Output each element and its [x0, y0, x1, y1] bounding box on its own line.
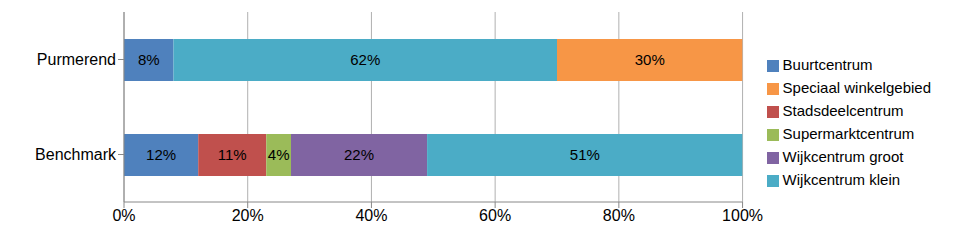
- svg-text:4%: 4%: [268, 146, 290, 163]
- svg-text:51%: 51%: [570, 146, 600, 163]
- svg-text:Benchmark: Benchmark: [35, 146, 117, 163]
- svg-text:Purmerend: Purmerend: [37, 51, 116, 68]
- svg-text:20%: 20%: [232, 207, 264, 224]
- html-text:Speciaal winkelgebied: Speciaal winkelgebied: [782, 79, 931, 96]
- svg-text:80%: 80%: [603, 207, 635, 224]
- html-text:Wijkcentrum groot: Wijkcentrum groot: [782, 148, 904, 165]
- svg-text:0%: 0%: [112, 207, 135, 224]
- html-text:Stadsdeelcentrum: Stadsdeelcentrum: [782, 102, 904, 119]
- svg-text:30%: 30%: [635, 51, 665, 68]
- svg-text:62%: 62%: [350, 51, 380, 68]
- svg-text:60%: 60%: [479, 207, 511, 224]
- svg-text:40%: 40%: [355, 207, 387, 224]
- svg-text:22%: 22%: [344, 146, 374, 163]
- html-text:Supermarktcentrum: Supermarktcentrum: [782, 125, 915, 142]
- svg-text:12%: 12%: [146, 146, 176, 163]
- svg-text:100%: 100%: [722, 207, 763, 224]
- html-text:Wijkcentrum klein: Wijkcentrum klein: [782, 171, 901, 188]
- html-text:Buurtcentrum: Buurtcentrum: [782, 56, 873, 73]
- svg-text:11%: 11%: [218, 146, 247, 163]
- svg-text:8%: 8%: [138, 51, 160, 68]
